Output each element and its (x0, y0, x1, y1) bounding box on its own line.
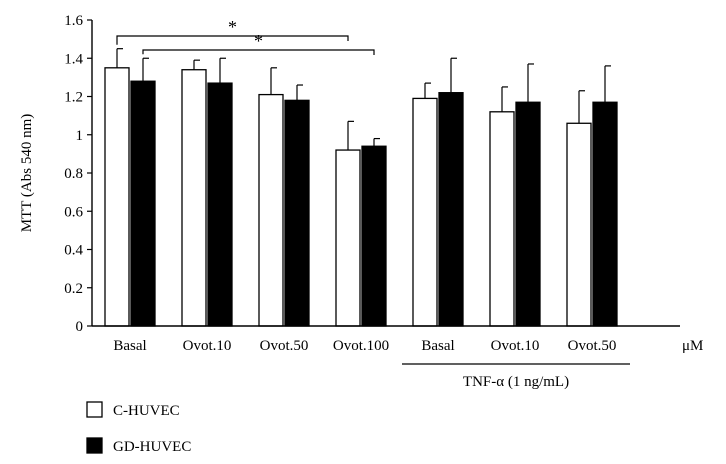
bar (207, 82, 233, 327)
y-axis: 0 0.2 0.4 0.6 0.8 1 1.2 1.4 1.6 MTT (Abs 540 nm) (19, 13, 93, 335)
significance-bracket (116, 35, 349, 45)
bar (412, 97, 438, 327)
bar (515, 101, 541, 327)
y-tick-label: 1 (76, 128, 84, 144)
unit-label: μM (682, 338, 703, 354)
error-bars (116, 48, 611, 151)
x-tick-label: Ovot.50 (568, 338, 617, 354)
significance-bracket (142, 49, 375, 55)
y-tick-label: 0.4 (64, 243, 83, 259)
x-axis: Basal Ovot.10 Ovot.50 Ovot.100 Basal Ovot.10 O… (92, 325, 703, 354)
bar (566, 122, 592, 327)
x-tick-label: Basal (113, 338, 146, 354)
y-tick-label: 1.2 (64, 90, 83, 106)
bar (592, 101, 618, 327)
bars (104, 67, 618, 327)
y-axis-title: MTT (Abs 540 nm) (19, 114, 35, 232)
significance-star: * (228, 17, 237, 37)
bar (130, 80, 156, 327)
y-tick-label: 0.6 (64, 204, 83, 220)
significance-star: * (254, 31, 263, 51)
x-tick-label: Basal (421, 338, 454, 354)
bar (438, 92, 464, 327)
bar (335, 149, 361, 327)
y-tick-label: 0.2 (64, 281, 83, 297)
bar (489, 111, 515, 327)
x-tick-label: Ovot.10 (183, 338, 232, 354)
y-tick-label: 0 (76, 319, 84, 335)
legend-label: GD-HUVEC (113, 439, 191, 455)
bar (284, 99, 310, 327)
legend-swatch (86, 437, 103, 454)
bar (181, 69, 207, 327)
group-annotation: TNF-α (1 ng/mL) (402, 363, 630, 390)
significance-brackets: ** (116, 17, 375, 55)
bar (104, 67, 130, 327)
bar (361, 145, 387, 327)
y-tick-label: 0.8 (64, 166, 83, 182)
y-tick-label: 1.6 (64, 13, 83, 29)
x-tick-label: Ovot.100 (333, 338, 389, 354)
legend-swatch (86, 401, 103, 418)
bar (258, 93, 284, 327)
legend-label: C-HUVEC (113, 403, 180, 419)
group-label: TNF-α (1 ng/mL) (463, 374, 569, 390)
x-tick-label: Ovot.50 (260, 338, 309, 354)
y-tick-label: 1.4 (64, 51, 83, 67)
legend: C-HUVEC GD-HUVEC (86, 401, 191, 455)
x-tick-label: Ovot.10 (491, 338, 540, 354)
